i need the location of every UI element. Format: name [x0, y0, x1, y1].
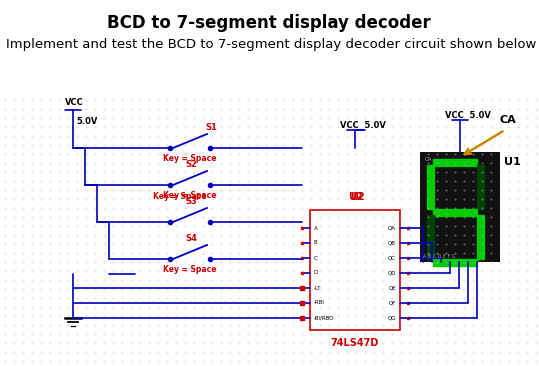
Text: QF: QF: [389, 300, 396, 306]
Text: VCC  5.0V: VCC 5.0V: [340, 121, 386, 130]
Text: CA: CA: [500, 115, 517, 125]
Text: CA: CA: [425, 157, 432, 162]
Bar: [420, 152, 500, 262]
Text: BCD to 7-segment display decoder: BCD to 7-segment display decoder: [107, 14, 431, 32]
Text: QG: QG: [388, 315, 396, 321]
Text: QB: QB: [388, 240, 396, 246]
Text: B: B: [314, 240, 317, 246]
Text: A B C D E F G: A B C D E F G: [423, 254, 455, 259]
Text: S2: S2: [185, 160, 197, 169]
Bar: [477, 165, 484, 209]
Text: -BI/RBO: -BI/RBO: [314, 315, 334, 321]
Text: VCC  5.0V: VCC 5.0V: [445, 111, 491, 120]
Text: Implement and test the BCD to 7-segment display decoder circuit shown below usin: Implement and test the BCD to 7-segment …: [6, 38, 539, 51]
Text: QC: QC: [388, 255, 396, 261]
Bar: [427, 165, 434, 209]
Text: Key = Space: Key = Space: [163, 265, 217, 274]
Text: S1: S1: [205, 123, 217, 132]
Text: 5.0V: 5.0V: [76, 117, 98, 126]
Text: QA: QA: [388, 225, 396, 231]
Text: C: C: [314, 255, 318, 261]
Text: Key = Space: Key = Space: [163, 154, 217, 163]
Bar: [477, 215, 484, 259]
Text: S4: S4: [185, 234, 197, 243]
Bar: [433, 259, 477, 266]
Bar: [427, 215, 434, 259]
Text: QE: QE: [389, 285, 396, 291]
Text: QD: QD: [388, 270, 396, 276]
Text: D: D: [314, 270, 318, 276]
Text: -RBI: -RBI: [314, 300, 325, 306]
Text: Key = Space: Key = Space: [163, 191, 217, 200]
Text: A: A: [314, 225, 318, 231]
Text: U2: U2: [350, 192, 364, 202]
Bar: [310, 210, 400, 330]
Text: VCC: VCC: [65, 98, 84, 107]
Text: U2: U2: [348, 192, 362, 202]
Text: -LT: -LT: [314, 285, 321, 291]
Text: S3: S3: [185, 197, 197, 206]
Text: 74LS47D: 74LS47D: [331, 338, 379, 348]
Bar: [433, 209, 477, 216]
Bar: [433, 159, 477, 166]
Text: Key = Space: Key = Space: [153, 192, 207, 201]
Text: U1: U1: [504, 157, 521, 167]
